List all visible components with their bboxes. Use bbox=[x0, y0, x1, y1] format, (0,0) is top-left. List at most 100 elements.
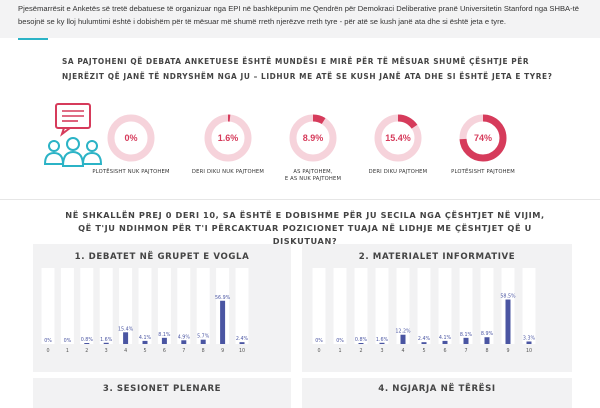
x-tick-label: 2 bbox=[85, 348, 88, 354]
bar-slot bbox=[438, 268, 452, 344]
donut-value: 74% bbox=[474, 133, 492, 143]
donut-arc bbox=[374, 114, 422, 162]
bar bbox=[84, 343, 90, 344]
donut-slice-1: 1.6% Deri diku nuk pajtohem bbox=[192, 111, 264, 176]
bar-slot bbox=[312, 268, 326, 344]
donut-label: Plotësisht pajtohem bbox=[451, 169, 515, 175]
panel-title: 3. Sesionet plenare bbox=[102, 384, 222, 394]
bar-slot bbox=[80, 268, 94, 344]
bar-value-label: 58.5% bbox=[500, 294, 516, 300]
panel-event-overall: 4. Ngjarja në tërësi bbox=[302, 378, 572, 408]
bar-value-label: 3.3% bbox=[523, 335, 536, 341]
x-tick-label: 10 bbox=[526, 348, 532, 354]
bar-slot bbox=[196, 268, 210, 344]
x-tick-label: 0 bbox=[46, 348, 49, 354]
bar-value-label: 56.9% bbox=[215, 295, 231, 301]
bar-slot bbox=[375, 268, 389, 344]
donut-arc bbox=[289, 114, 337, 162]
bar bbox=[181, 340, 187, 344]
bar bbox=[463, 337, 469, 344]
panel-title: 2. Materialet informative bbox=[358, 252, 516, 262]
bar-value-label: 5.7% bbox=[197, 334, 210, 340]
bar-value-label: 4.9% bbox=[178, 334, 191, 340]
intro-text: Pjesëmarrësit e Anketës së tretë debatue… bbox=[18, 4, 579, 26]
bar-value-label: 8.1% bbox=[460, 332, 473, 338]
bar-value-label: 2.4% bbox=[418, 336, 431, 342]
panel-title: 4. Ngjarja në tërësi bbox=[378, 384, 496, 394]
bar bbox=[161, 337, 167, 344]
donut-label: Deri diku nuk pajtohem bbox=[191, 169, 265, 175]
bar-slot bbox=[138, 268, 152, 344]
panel-informative-materials: 2. Materialet informative 0% 0 0% 1 0.8% 2 1.6… bbox=[302, 244, 572, 372]
bar bbox=[400, 334, 406, 344]
donut-track bbox=[107, 114, 155, 162]
bar bbox=[220, 300, 226, 344]
bar bbox=[379, 342, 385, 344]
bar-slot bbox=[354, 268, 368, 344]
bar-value-label: 8.1% bbox=[158, 332, 171, 338]
bar-slot bbox=[522, 268, 536, 344]
bar-slot bbox=[99, 268, 113, 344]
donut-label: Deri diku pajtohem bbox=[368, 169, 428, 175]
donut-arc bbox=[204, 114, 252, 162]
x-tick-label: 10 bbox=[239, 348, 245, 354]
bar-value-label: 12.2% bbox=[395, 329, 411, 335]
panel-plenary-sessions: 3. Sesionet plenare bbox=[33, 378, 291, 408]
bar-value-label: 0% bbox=[315, 338, 323, 344]
bar-value-label: 0.8% bbox=[81, 337, 94, 343]
bar bbox=[421, 342, 427, 344]
section-divider bbox=[0, 199, 600, 200]
bar-slot bbox=[417, 268, 431, 344]
x-tick-label: 7 bbox=[464, 348, 467, 354]
x-tick-label: 6 bbox=[163, 348, 166, 354]
bar-slot bbox=[60, 268, 74, 344]
donut-value: 15.4% bbox=[385, 133, 411, 143]
bar bbox=[239, 342, 245, 344]
intro-banner: Pjesëmarrësit e Anketës së tretë debatue… bbox=[0, 0, 600, 38]
donut-slice-2: 8.9% As pajtohem, e as nuk pajtohem bbox=[285, 111, 341, 183]
question-2: Në shkallën prej 0 deri 10, sa është e d… bbox=[65, 210, 545, 246]
donut-slice-4: 74% Plotësisht pajtohem bbox=[451, 111, 515, 176]
donut-arc bbox=[459, 114, 507, 162]
bar-slot bbox=[119, 268, 133, 344]
bar-chart-informative-materials: 0% 0 0% 1 0.8% 2 1.6% 3 12.2% 4 2.4% 5 4.1% 6 8.1% 7 8.9… bbox=[312, 268, 536, 354]
donut-label: As pajtohem, e as nuk pajtohem bbox=[284, 169, 342, 182]
bar-slot bbox=[459, 268, 473, 344]
bar bbox=[505, 299, 511, 344]
bar-value-label: 0% bbox=[44, 338, 52, 344]
bar-slot bbox=[480, 268, 494, 344]
bar-slot bbox=[396, 268, 410, 344]
bar-slot bbox=[157, 268, 171, 344]
donut-value: 1.6% bbox=[218, 133, 239, 143]
bar-value-label: 0.8% bbox=[355, 337, 368, 343]
x-tick-label: 8 bbox=[485, 348, 488, 354]
x-tick-label: 6 bbox=[443, 348, 446, 354]
bar-slot bbox=[333, 268, 347, 344]
bar bbox=[200, 339, 206, 344]
bar-slot bbox=[235, 268, 249, 344]
bar-value-label: 1.6% bbox=[100, 337, 113, 343]
x-tick-label: 3 bbox=[380, 348, 383, 354]
bar-value-label: 4.1% bbox=[139, 335, 152, 341]
bar-slot bbox=[177, 268, 191, 344]
x-tick-label: 3 bbox=[105, 348, 108, 354]
bar-value-label: 2.4% bbox=[236, 336, 249, 342]
x-tick-label: 9 bbox=[221, 348, 224, 354]
x-tick-label: 1 bbox=[338, 348, 341, 354]
bar-value-label: 4.1% bbox=[439, 335, 452, 341]
bar-value-label: 1.6% bbox=[376, 337, 389, 343]
x-tick-label: 7 bbox=[182, 348, 185, 354]
x-tick-label: 5 bbox=[143, 348, 146, 354]
bar-chart-small-groups: 0% 0 0% 1 0.8% 2 1.6% 3 15.4% 4 4.1% 5 8.1% 6 4.9% 7 5.7… bbox=[41, 268, 249, 354]
bar-value-label: 0% bbox=[64, 338, 72, 344]
bar bbox=[484, 337, 490, 344]
bar bbox=[123, 332, 129, 344]
donut-slice-0: 0% Plotësisht nuk pajtohem bbox=[92, 111, 169, 176]
donut-value: 0% bbox=[124, 133, 137, 143]
donut-slice-3: 15.4% Deri diku pajtohem bbox=[369, 111, 427, 176]
bar-value-label: 15.4% bbox=[118, 326, 134, 332]
donut-value: 8.9% bbox=[303, 133, 324, 143]
bar-slot bbox=[41, 268, 55, 344]
bar bbox=[442, 340, 448, 344]
